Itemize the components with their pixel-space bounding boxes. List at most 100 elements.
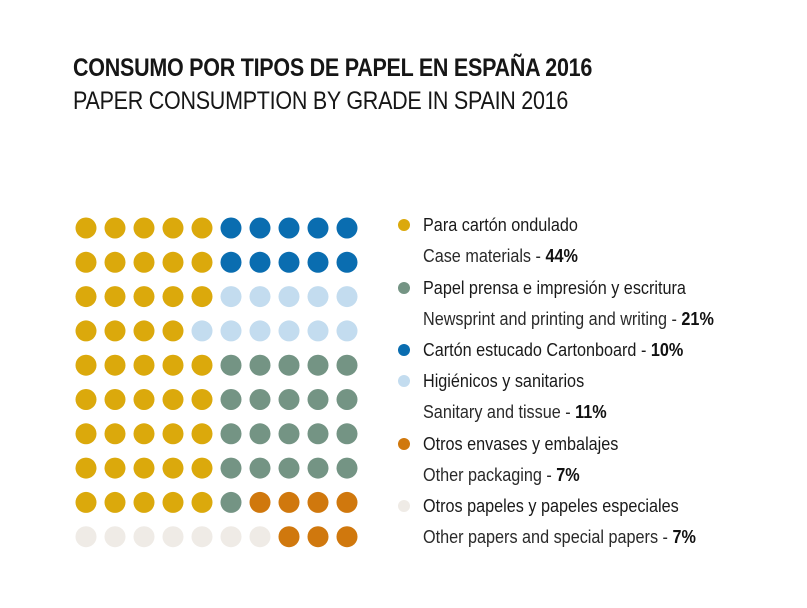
waffle-dot-case (133, 286, 155, 308)
waffle-dot-tissue (336, 320, 358, 342)
waffle-dot-case (191, 251, 213, 273)
legend-pct-tissue: 11% (575, 402, 607, 422)
waffle-dot-other (104, 526, 126, 548)
legend-pct-case: 44% (545, 246, 578, 266)
legend-swatch-cartonboard (398, 344, 410, 356)
waffle-dot-packaging (336, 491, 358, 513)
waffle-dot-case (104, 286, 126, 308)
waffle-dot-case (104, 491, 126, 513)
waffle-dot-cartonboard (220, 251, 242, 273)
waffle-dot-case (104, 217, 126, 239)
waffle-dot-tissue (307, 286, 329, 308)
waffle-dot-tissue (220, 320, 242, 342)
waffle-dot-newsprint (307, 457, 329, 479)
waffle-dot-newsprint (307, 423, 329, 445)
legend-swatch-other (398, 500, 410, 512)
waffle-dot-tissue (278, 286, 300, 308)
waffle-dot-case (133, 389, 155, 410)
waffle-dot-other (249, 526, 271, 548)
waffle-dot-case (133, 251, 155, 273)
waffle-dot-case (75, 423, 97, 445)
legend-label-case-en: Case materials - 44% (423, 246, 578, 266)
waffle-dot-case (191, 217, 213, 239)
waffle-dot-case (162, 491, 184, 513)
waffle-dot-tissue (249, 286, 271, 308)
waffle-dot-newsprint (220, 354, 242, 376)
waffle-dot-case (104, 320, 126, 342)
waffle-dot-newsprint (278, 423, 300, 445)
waffle-dot-cartonboard (336, 251, 358, 273)
legend-label-packaging-es: Otros envases y embalajes (423, 434, 619, 454)
waffle-dot-case (133, 217, 155, 239)
waffle-dot-other (75, 526, 97, 548)
waffle-dot-cartonboard (336, 217, 358, 239)
legend-label-cartonboard: Cartón estucado Cartonboard - 10% (423, 340, 684, 360)
waffle-dot-tissue (307, 320, 329, 342)
waffle-dot-newsprint (336, 354, 358, 376)
waffle-dot-case (191, 354, 213, 376)
waffle-dot-other (133, 526, 155, 548)
waffle-dot-case (75, 320, 97, 342)
legend-pct-other: 7% (672, 527, 696, 547)
waffle-dot-case (162, 457, 184, 479)
waffle-dot-packaging (307, 491, 329, 513)
chart-title: CONSUMO POR TIPOS DE PAPEL EN ESPAÑA 201… (73, 54, 593, 82)
waffle-dot-case (162, 423, 184, 445)
waffle-dot-case (162, 217, 184, 239)
waffle-dot-cartonboard (249, 217, 271, 239)
legend-label-newsprint-en: Newsprint and printing and writing - 21% (423, 309, 714, 329)
waffle-dot-case (162, 251, 184, 273)
legend-label-other-es: Otros papeles y papeles especiales (423, 496, 679, 516)
waffle-dot-case (75, 389, 97, 410)
waffle-dot-case (191, 423, 213, 445)
waffle-dot-case (162, 320, 184, 342)
waffle-dot-cartonboard (278, 251, 300, 273)
legend-swatch-packaging (398, 438, 410, 450)
waffle-dot-case (75, 491, 97, 513)
legend-pct-cartonboard: 10% (650, 340, 684, 360)
waffle-dot-case (75, 286, 97, 308)
waffle-dot-newsprint (307, 389, 329, 410)
waffle-dot-newsprint (220, 423, 242, 445)
waffle-dot-case (133, 320, 155, 342)
waffle-dot-packaging (307, 526, 329, 548)
legend-label-tissue-en: Sanitary and tissue - 11% (423, 402, 607, 422)
waffle-dot-case (104, 423, 126, 445)
waffle-dot-cartonboard (278, 217, 300, 239)
waffle-dot-case (75, 457, 97, 479)
waffle-dot-tissue (249, 320, 271, 342)
waffle-dot-other (220, 526, 242, 548)
waffle-dot-packaging (278, 526, 300, 548)
legend-label-case-es: Para cartón ondulado (423, 215, 578, 235)
waffle-dot-newsprint (336, 457, 358, 479)
waffle-dot-packaging (249, 491, 271, 513)
waffle-dot-case (133, 491, 155, 513)
waffle-dot-case (162, 354, 184, 376)
waffle-dot-newsprint (336, 389, 358, 410)
legend-label-other-en: Other papers and special papers - 7% (423, 527, 696, 547)
waffle-dot-case (75, 354, 97, 376)
waffle-dot-newsprint (336, 423, 358, 445)
waffle-dot-newsprint (220, 389, 242, 410)
waffle-dot-case (104, 251, 126, 273)
waffle-dot-newsprint (249, 389, 271, 410)
chart-subtitle: PAPER CONSUMPTION BY GRADE IN SPAIN 2016 (73, 87, 569, 115)
legend-pct-packaging: 7% (556, 465, 580, 485)
waffle-dot-newsprint (249, 354, 271, 376)
waffle-dot-case (162, 286, 184, 308)
waffle-dot-tissue (336, 286, 358, 308)
waffle-dot-cartonboard (307, 217, 329, 239)
waffle-dot-case (75, 251, 97, 273)
waffle-dot-packaging (278, 491, 300, 513)
waffle-dot-newsprint (278, 389, 300, 410)
waffle-dot-other (162, 526, 184, 548)
waffle-dot-case (133, 354, 155, 376)
waffle-dot-case (191, 491, 213, 513)
legend-pct-newsprint: 21% (681, 309, 714, 329)
waffle-dot-tissue (220, 286, 242, 308)
waffle-dot-case (191, 286, 213, 308)
waffle-dot-case (133, 423, 155, 445)
legend-swatch-tissue (398, 375, 410, 387)
